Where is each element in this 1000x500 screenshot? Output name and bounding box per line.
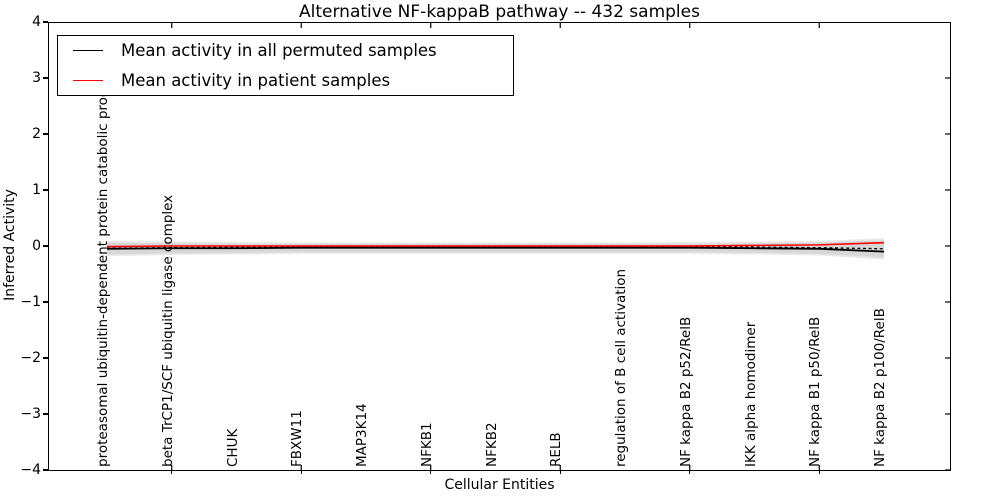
plot-area: [48, 22, 951, 471]
legend-row-permuted: Mean activity in all permuted samples: [58, 37, 513, 65]
x-axis-label: Cellular Entities: [444, 477, 555, 493]
y-tick-mark-left: [43, 469, 48, 471]
y-tick-label: 3: [32, 70, 41, 86]
x-category-label: NFKB2: [483, 422, 500, 467]
y-tick-mark-left: [43, 133, 48, 135]
y-tick-label: −3: [20, 406, 41, 422]
x-tick-stub-below-axis: [300, 470, 302, 474]
y-tick-mark-left: [43, 301, 48, 303]
x-tick-stub-below-axis: [689, 470, 691, 474]
x-category-label: regulation of B cell activation: [613, 268, 629, 467]
x-tick-stub-below-axis: [171, 470, 173, 474]
y-tick-mark-left: [43, 357, 48, 359]
x-category-label: beta TrCP1/SCF ubiquitin ligase complex: [159, 194, 176, 467]
series-line-2: [106, 241, 885, 248]
patient-line-swatch: [73, 79, 103, 81]
y-tick-mark-left: [43, 189, 48, 191]
x-category-label: IKK alpha homodimer: [742, 321, 759, 467]
x-category-label: NFKB1: [418, 422, 435, 467]
x-category-label: MAP3K14: [354, 403, 370, 467]
x-category-label: FBXW11: [289, 410, 306, 467]
plot-canvas: [106, 23, 950, 470]
x-tick-stub-below-axis: [559, 470, 561, 474]
legend-label-permuted: Mean activity in all permuted samples: [121, 41, 437, 61]
y-tick-mark-left: [43, 245, 48, 247]
legend: Mean activity in all permuted samples Me…: [57, 35, 514, 96]
y-tick-label: −4: [20, 462, 41, 478]
y-tick-mark-left: [43, 77, 48, 79]
y-tick-label: −2: [20, 350, 41, 366]
y-tick-mark-left: [43, 413, 48, 415]
y-tick-label: 1: [32, 182, 41, 198]
x-category-label: NF kappa B1 p50/RelB: [807, 316, 824, 467]
y-axis-label: Inferred Activity: [2, 189, 18, 301]
y-tick-label: 2: [32, 126, 41, 142]
legend-row-patient: Mean activity in patient samples: [58, 66, 513, 94]
confidence-band-1: [107, 240, 884, 258]
x-category-label: NF kappa B2 p52/RelB: [677, 316, 694, 467]
x-category-label: proteasomal ubiquitin-dependent protein …: [95, 67, 111, 467]
chart-title: Alternative NF-kappaB pathway -- 432 sam…: [299, 2, 700, 22]
legend-label-patient: Mean activity in patient samples: [121, 70, 391, 90]
x-tick-stub-below-axis: [818, 470, 820, 474]
y-tick-label: 4: [32, 14, 41, 30]
x-category-label: RELB: [548, 432, 565, 467]
series-line-1: [106, 246, 885, 250]
x-category-label: CHUK: [224, 428, 241, 467]
x-category-label: NF kappa B2 p100/RelB: [872, 308, 888, 467]
permuted-line-swatch: [73, 50, 103, 52]
x-tick-stub-below-axis: [430, 470, 432, 474]
y-tick-label: −1: [20, 294, 41, 310]
y-tick-mark-left: [43, 21, 48, 23]
y-tick-label: 0: [32, 238, 41, 254]
